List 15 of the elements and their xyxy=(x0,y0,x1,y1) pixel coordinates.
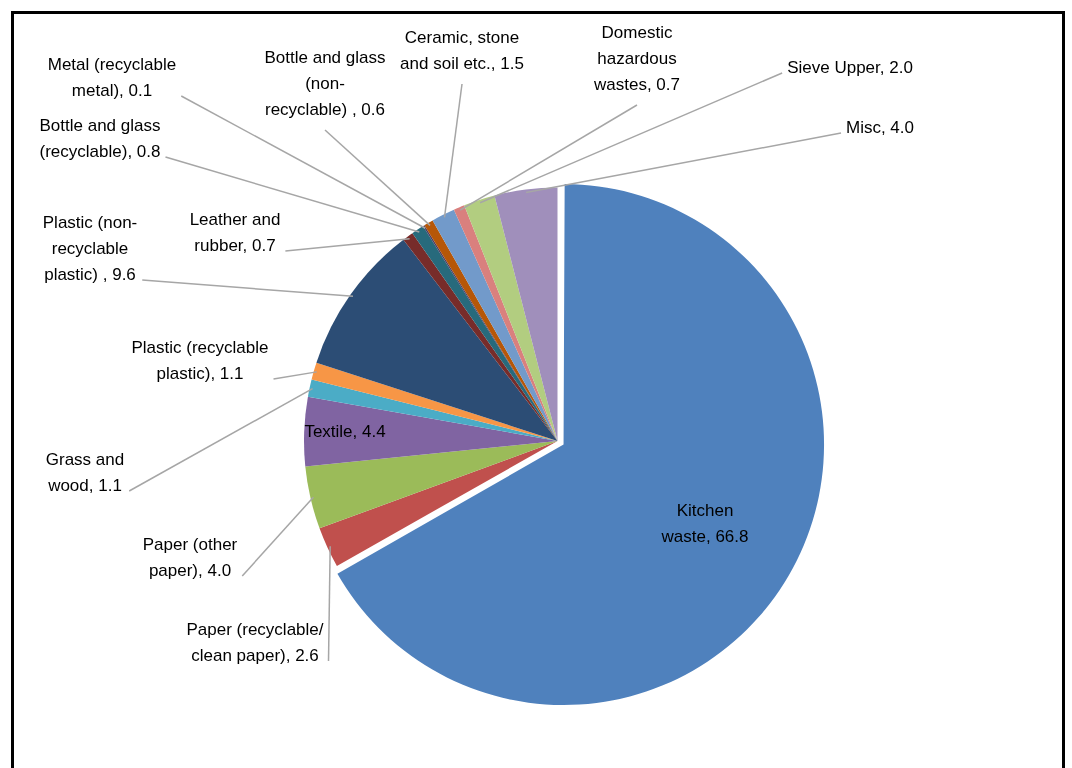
slice-label: Paper (recyclable/clean paper), 2.6 xyxy=(186,620,324,666)
slice-label: Grass and wood, 1.1 xyxy=(45,450,125,496)
slice-label: Textile, 4.4 xyxy=(304,422,386,442)
slice-label: Misc, 4.0 xyxy=(845,118,915,138)
slice-label: Domestic hazardous wastes, 0.7 xyxy=(593,23,680,95)
slice-label: Ceramic, stone and soil etc., 1.5 xyxy=(400,28,524,74)
slice-label: Leather and rubber, 0.7 xyxy=(189,210,281,256)
slice-label: Bottle and glass (recyclable), 0.8 xyxy=(39,116,161,162)
slice-label: Sieve Upper, 2.0 xyxy=(787,58,913,78)
slice-label: Bottle and glass (non-recyclable) , 0.6 xyxy=(264,48,386,120)
slice-label: Plastic (non-recyclable plastic) , 9.6 xyxy=(42,213,138,285)
slice-label: Kitchen waste, 66.8 xyxy=(660,501,749,547)
slice-label: Metal (recyclable metal), 0.1 xyxy=(47,55,177,101)
slice-label: Plastic (recyclable plastic), 1.1 xyxy=(131,338,269,384)
slice-label: Paper (other paper), 4.0 xyxy=(142,535,238,581)
